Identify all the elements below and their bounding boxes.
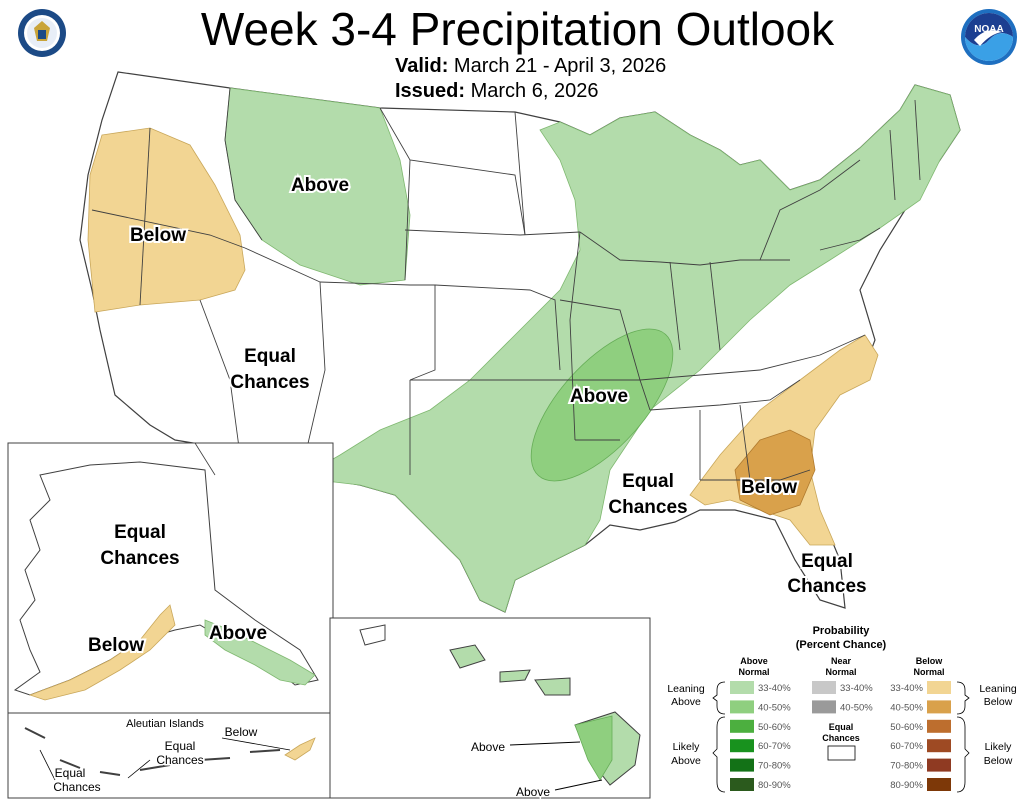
- commerce-seal-icon: [18, 9, 66, 57]
- legend-below-label-2: 50-60%: [890, 722, 923, 733]
- label-se-below: Below: [741, 477, 797, 498]
- below-region-southeast-40-50: [734, 429, 816, 516]
- legend-above-label-5: 80-90%: [758, 780, 791, 791]
- label-aleutian-below: Below: [225, 725, 258, 739]
- below-region-northwest: [87, 127, 246, 313]
- legend-below-label-0: 33-40%: [890, 683, 923, 694]
- above-region-central-40-50: [530, 328, 674, 482]
- label-aleutian-title: Aleutian Islands: [126, 718, 204, 730]
- legend-below-label-3: 60-70%: [890, 741, 923, 752]
- legend-likely-below-2: Below: [984, 755, 1013, 767]
- valid-value: March 21 - April 3, 2026: [453, 55, 667, 77]
- legend-above-label-3: 60-70%: [758, 741, 791, 752]
- hawaii-inset: Above Above: [329, 617, 651, 800]
- alaska-inset: Equal Chances Below Above: [7, 442, 334, 716]
- legend-likely-above-2: Above: [671, 755, 701, 767]
- legend-below-label-4: 70-80%: [890, 761, 923, 772]
- legend-likely-below-1: Likely: [985, 741, 1013, 753]
- label-ak-below: Below: [88, 635, 144, 656]
- label-fl-chances: Chances: [787, 576, 866, 597]
- legend-near-header-1: Near: [831, 656, 852, 666]
- state-borders: [91, 87, 921, 481]
- label-gulf-chances: Chances: [608, 497, 687, 518]
- legend-above-swatch-5: [730, 778, 754, 791]
- legend-below-swatch-1: [927, 700, 951, 714]
- legend-near-swatch-0: [812, 681, 836, 694]
- label-west-chances: Chances: [230, 372, 309, 393]
- issued-date: Issued: March 6, 2026: [395, 80, 598, 103]
- legend-above-swatch-2: [730, 719, 754, 733]
- legend-below-header-2: Normal: [913, 667, 944, 677]
- legend-above-header-1: Above: [740, 656, 768, 666]
- legend-equal-2: Chances: [822, 733, 860, 743]
- legend-leaning-above-2: Above: [671, 696, 701, 708]
- legend-below-label-5: 80-90%: [890, 780, 923, 791]
- valid-label: Valid:: [395, 55, 449, 77]
- legend-leaning-below-2: Below: [984, 696, 1013, 708]
- label-hi-above-2: Above: [516, 785, 550, 799]
- legend-near-label-0: 33-40%: [840, 683, 873, 694]
- legend-below-swatch-2: [927, 719, 951, 733]
- legend-equal-1: Equal: [829, 722, 854, 732]
- legend-above-swatch-4: [730, 758, 754, 772]
- probability-legend: Probability (Percent Chance) Above Norma…: [667, 625, 1017, 793]
- legend-leaning-below-1: Leaning: [979, 683, 1017, 695]
- issued-label: Issued:: [395, 80, 466, 102]
- noaa-logo-icon: NOAA: [961, 9, 1017, 65]
- legend-above-label-0: 33-40%: [758, 683, 791, 694]
- label-ak-equal: Equal: [114, 522, 166, 543]
- legend-above-swatch-3: [730, 739, 754, 753]
- label-west-equal: Equal: [244, 346, 296, 367]
- map-title: Week 3-4 Precipitation Outlook: [200, 3, 835, 55]
- label-north-above: Above: [291, 175, 349, 196]
- legend-equal-swatch: [827, 745, 856, 761]
- issued-value: March 6, 2026: [470, 80, 599, 102]
- label-central-above: Above: [570, 386, 628, 407]
- label-ak-above: Above: [209, 623, 267, 644]
- label-ak-chances: Chances: [100, 548, 179, 569]
- label-aleutian-equal-b: Equal: [55, 766, 86, 780]
- legend-above-swatch-0: [730, 681, 754, 694]
- legend-title: Probability: [813, 625, 871, 637]
- aleutian-inset: Aleutian Islands Below Equal Chances Equ…: [7, 712, 334, 799]
- legend-below-swatch-5: [927, 778, 951, 791]
- valid-dates: Valid: March 21 - April 3, 2026: [395, 55, 666, 78]
- label-aleutian-equal: Equal: [165, 739, 196, 753]
- legend-above-header-2: Normal: [738, 667, 769, 677]
- legend-below-label-1: 40-50%: [890, 702, 923, 713]
- legend-near-header-2: Normal: [825, 667, 856, 677]
- legend-below-swatch-0: [927, 681, 951, 694]
- legend-near-swatch-1: [812, 700, 836, 714]
- legend-above-swatch-1: [730, 700, 754, 714]
- legend-likely-above-1: Likely: [673, 741, 701, 753]
- legend-near-label-1: 40-50%: [840, 702, 873, 713]
- legend-above-label-2: 50-60%: [758, 722, 791, 733]
- label-aleutian-chances-b: Chances: [53, 780, 100, 794]
- label-fl-equal: Equal: [801, 551, 853, 572]
- label-gulf-equal: Equal: [622, 471, 674, 492]
- legend-below-swatch-4: [927, 758, 951, 772]
- legend-above-label-1: 40-50%: [758, 702, 791, 713]
- label-aleutian-chances: Chances: [156, 753, 203, 767]
- label-nw-below: Below: [130, 225, 186, 246]
- legend-above-label-4: 70-80%: [758, 761, 791, 772]
- noaa-logo-text: NOAA: [974, 24, 1003, 35]
- legend-subtitle: (Percent Chance): [796, 639, 887, 651]
- label-hi-above-1: Above: [471, 740, 505, 754]
- legend-below-header-1: Below: [916, 656, 944, 666]
- legend-below-swatch-3: [927, 739, 951, 753]
- legend-leaning-above-1: Leaning: [667, 683, 705, 695]
